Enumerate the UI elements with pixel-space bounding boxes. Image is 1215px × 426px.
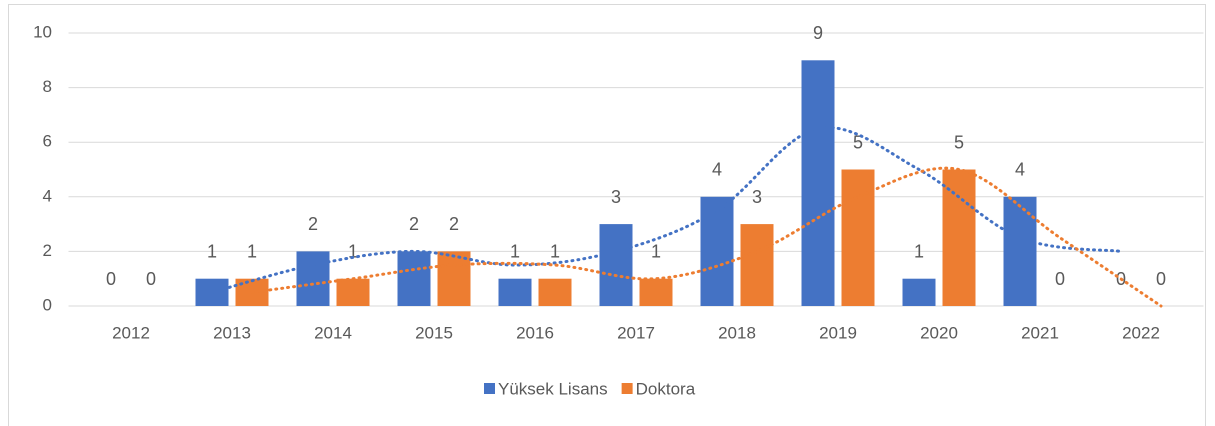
x-tick-label: 2018	[718, 323, 756, 342]
x-tick-label: 2017	[617, 323, 655, 342]
bar	[498, 278, 532, 306]
x-tick-label: 2020	[920, 323, 958, 342]
x-tick-label: 2016	[516, 323, 554, 342]
data-label: 1	[247, 241, 257, 261]
data-label: 4	[712, 160, 722, 180]
bar	[902, 278, 936, 306]
data-label: 0	[1055, 269, 1065, 289]
bar	[639, 278, 673, 306]
bar	[841, 169, 875, 306]
bar	[397, 251, 431, 306]
legend-label: Doktora	[636, 379, 696, 398]
data-label: 5	[853, 132, 863, 152]
data-label: 0	[106, 269, 116, 289]
y-tick-label: 10	[33, 22, 52, 41]
legend-swatch	[484, 383, 495, 394]
bar	[437, 251, 471, 306]
legend-label: Yüksek Lisans	[498, 379, 608, 398]
bar	[801, 60, 835, 306]
data-label: 2	[308, 214, 318, 234]
data-label: 4	[1015, 160, 1025, 180]
x-tick-label: 2012	[112, 323, 150, 342]
chart-border	[8, 4, 1206, 426]
x-tick-label: 2019	[819, 323, 857, 342]
bar	[740, 224, 774, 306]
data-label: 1	[914, 241, 924, 261]
bar	[700, 196, 734, 306]
legend: Yüksek Lisans Doktora	[484, 379, 696, 398]
data-label: 2	[409, 214, 419, 234]
data-label: 3	[611, 187, 621, 207]
legend-swatch	[621, 383, 633, 394]
data-label: 0	[1156, 269, 1166, 289]
trend-line	[210, 126, 1123, 294]
y-tick-label: 2	[43, 241, 52, 260]
data-label: 1	[510, 241, 520, 261]
data-label: 0	[146, 269, 156, 289]
x-tick-label: 2014	[314, 323, 352, 342]
x-tick-label: 2021	[1021, 323, 1059, 342]
data-label: 5	[954, 132, 964, 152]
data-label: 1	[550, 241, 560, 261]
data-label: 3	[752, 187, 762, 207]
bar	[942, 169, 976, 306]
y-tick-label: 6	[43, 132, 52, 151]
x-tick-label: 2022	[1122, 323, 1160, 342]
bar	[599, 224, 633, 306]
x-tick-label: 2013	[213, 323, 251, 342]
bar	[538, 278, 572, 306]
bar	[336, 278, 370, 306]
trend-line	[250, 166, 1163, 308]
data-label: 9	[813, 23, 823, 43]
data-label: 1	[651, 241, 661, 261]
bar	[1003, 196, 1037, 306]
y-tick-label: 4	[43, 186, 52, 205]
y-tick-label: 8	[43, 77, 52, 96]
data-label: 1	[348, 241, 358, 261]
x-tick-label: 2015	[415, 323, 453, 342]
y-tick-label: 0	[43, 295, 52, 314]
data-label: 1	[207, 241, 217, 261]
bar	[296, 251, 330, 306]
data-label: 2	[449, 214, 459, 234]
